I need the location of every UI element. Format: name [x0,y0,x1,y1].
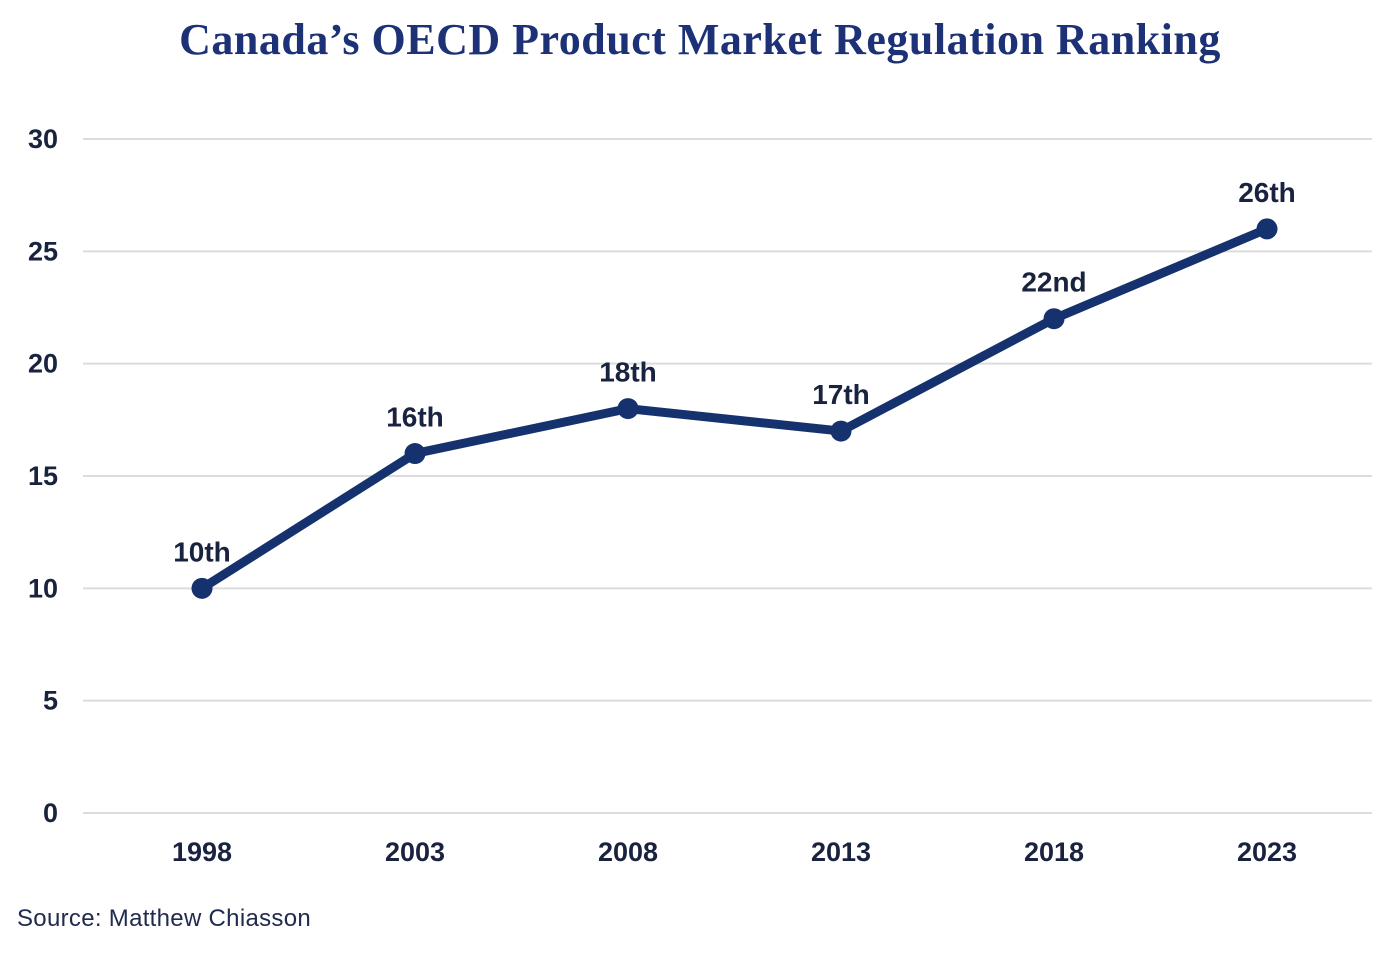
source-note: Source: Matthew Chiasson [17,905,312,932]
data-point-label: 10th [173,536,231,567]
y-tick-label: 5 [43,686,58,716]
y-tick-label: 10 [28,573,58,603]
data-point [1043,308,1065,330]
x-tick-label: 2023 [1237,837,1297,867]
data-point [1256,218,1278,240]
x-tick-label: 2008 [598,837,658,867]
x-tick-label: 2003 [385,837,445,867]
data-point [617,398,639,420]
data-point-label: 16th [386,402,444,433]
data-point [191,577,213,599]
data-point-label: 18th [599,357,657,388]
y-tick-label: 15 [28,461,58,491]
series-line [197,224,1272,593]
y-tick-label: 0 [43,798,58,828]
data-point-label: 17th [812,379,870,410]
y-tick-label: 20 [28,349,58,379]
data-point [830,420,852,442]
y-tick-label: 30 [28,124,58,154]
data-point [404,443,426,465]
chart-title: Canada’s OECD Product Market Regulation … [179,15,1221,64]
data-point-label: 22nd [1021,267,1086,298]
data-point-label: 26th [1238,177,1296,208]
x-tick-label: 2013 [811,837,871,867]
x-tick-label: 1998 [172,837,232,867]
x-tick-label: 2018 [1024,837,1084,867]
y-tick-label: 25 [28,236,58,266]
